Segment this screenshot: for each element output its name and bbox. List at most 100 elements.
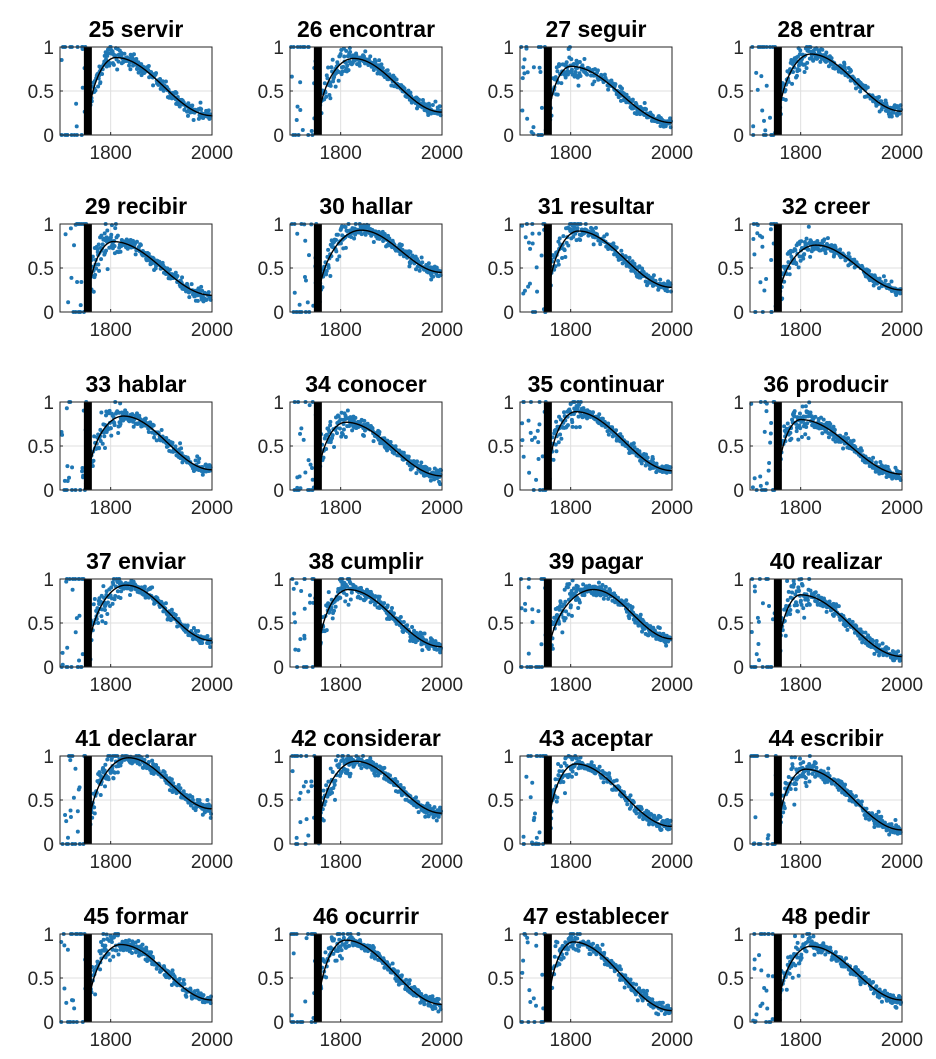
x-tick-label: 1800 [320, 320, 362, 341]
data-point [73, 222, 78, 227]
data-point [306, 458, 311, 463]
data-point [343, 245, 348, 250]
data-point [328, 96, 333, 101]
y-tick-label: 0.5 [718, 259, 744, 280]
data-point [112, 244, 117, 249]
fit-curve [777, 418, 902, 491]
data-point [111, 582, 116, 587]
y-tick-label: 0 [733, 481, 744, 502]
data-point [792, 409, 797, 414]
data-point [799, 239, 804, 244]
data-point [427, 467, 432, 472]
data-point [163, 601, 168, 606]
data-point [300, 128, 305, 133]
data-point [762, 429, 767, 434]
data-point [763, 128, 768, 133]
data-point [293, 620, 298, 625]
data-point [752, 584, 757, 589]
data-point [614, 245, 619, 250]
data-point [797, 68, 802, 73]
data-point [357, 63, 362, 68]
data-point [782, 424, 787, 429]
data-point [874, 638, 879, 643]
data-point [337, 426, 342, 431]
data-point [113, 594, 118, 598]
data-point [846, 436, 851, 441]
data-point [112, 423, 117, 428]
data-point [91, 602, 96, 607]
y-tick-label: 1 [503, 570, 514, 591]
data-point [530, 231, 535, 236]
data-point [428, 478, 433, 483]
data-point [159, 428, 164, 433]
data-point [151, 83, 156, 88]
data-points [751, 222, 903, 314]
data-point [841, 446, 846, 451]
y-tick-label: 0 [503, 126, 514, 147]
data-point [371, 439, 376, 444]
data-point [91, 289, 96, 294]
data-point [70, 587, 75, 592]
data-point [880, 641, 885, 646]
data-point [871, 638, 876, 643]
data-point [889, 114, 894, 119]
data-point [402, 86, 407, 91]
data-point [310, 477, 315, 482]
data-point [196, 460, 201, 465]
subplot-title: 30 hallar [319, 193, 412, 219]
data-point [298, 431, 303, 436]
data-point [101, 584, 106, 589]
y-tick-label: 0.5 [718, 437, 744, 458]
data-point [523, 601, 528, 606]
x-tick-label: 1800 [550, 320, 592, 341]
data-point [526, 284, 531, 289]
data-point [321, 455, 326, 460]
data-point [801, 256, 806, 261]
data-point [103, 762, 108, 767]
data-point [608, 588, 613, 593]
data-point [580, 63, 585, 68]
data-point [575, 226, 580, 231]
y-tick-label: 1 [733, 215, 744, 236]
data-point [60, 662, 65, 667]
data-point [585, 72, 590, 77]
vertical-marker [313, 579, 322, 667]
data-point [859, 448, 864, 453]
data-point [798, 48, 803, 53]
data-point [308, 462, 313, 467]
data-point [874, 460, 879, 465]
data-point [328, 419, 333, 424]
data-point [798, 598, 803, 603]
data-point [632, 445, 637, 450]
data-point [832, 427, 837, 432]
data-point [330, 616, 335, 621]
data-point [565, 423, 570, 428]
x-tick-label: 2000 [421, 675, 463, 696]
data-point [798, 426, 803, 431]
data-point [109, 585, 114, 590]
data-point [528, 246, 533, 251]
data-point [146, 429, 151, 434]
y-tick-label: 0 [503, 658, 514, 679]
x-tick-label: 1800 [780, 498, 822, 519]
data-point [528, 430, 533, 435]
data-point [185, 113, 190, 118]
data-point [299, 426, 304, 431]
data-point [296, 648, 301, 653]
data-point [808, 254, 813, 259]
data-point [134, 239, 139, 244]
data-point [306, 253, 311, 258]
data-point [658, 277, 663, 282]
data-point [152, 435, 157, 440]
data-point [794, 262, 799, 267]
subplot-title: 35 continuar [528, 371, 665, 397]
data-point [341, 427, 346, 432]
data-point [650, 457, 655, 462]
data-point [569, 67, 574, 72]
data-point [627, 255, 632, 260]
data-point [555, 69, 560, 74]
data-point [564, 609, 569, 614]
